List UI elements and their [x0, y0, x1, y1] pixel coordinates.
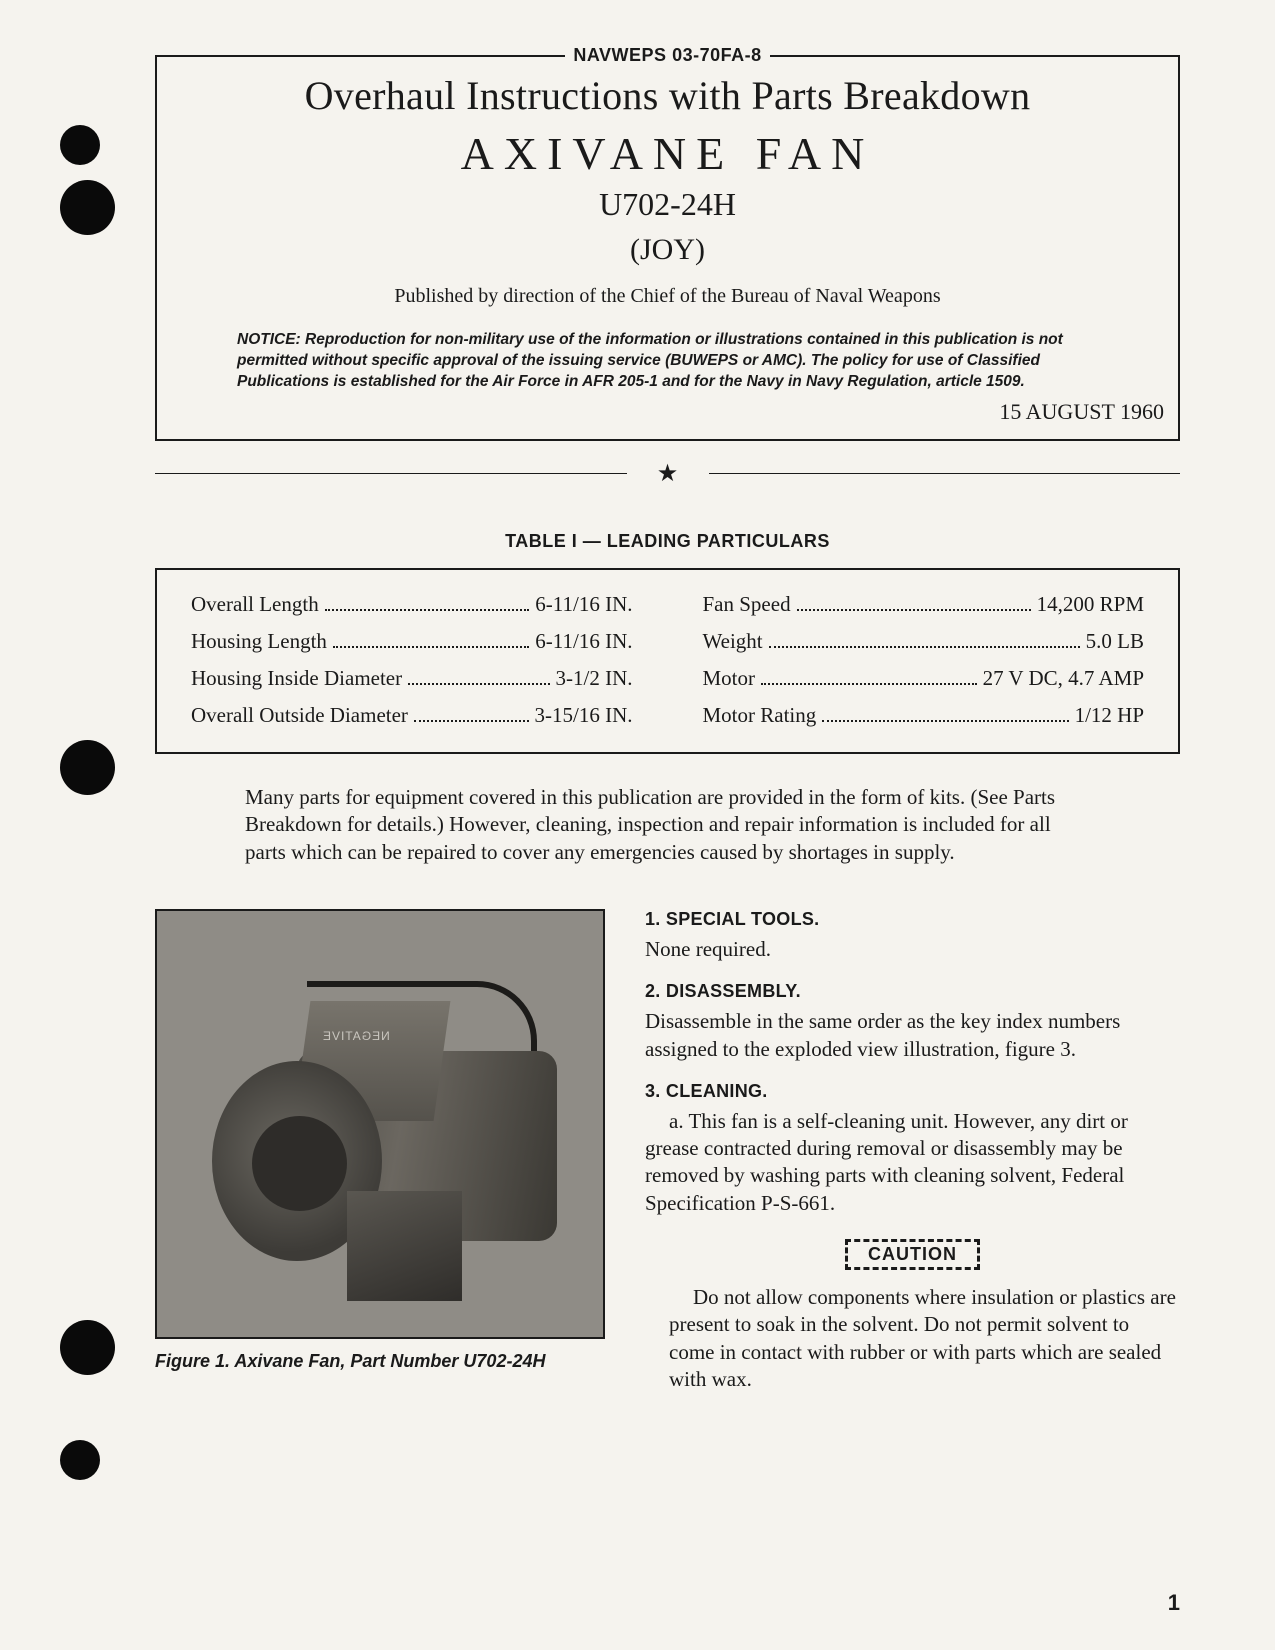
row-value: 14,200 RPM	[1037, 592, 1144, 617]
caution-wrap: CAUTION	[645, 1235, 1180, 1284]
divider-line	[155, 473, 627, 474]
particulars-left-col: Overall Length 6-11/16 IN. Housing Lengt…	[191, 592, 633, 728]
row-value: 6-11/16 IN.	[535, 592, 632, 617]
row-label: Motor Rating	[703, 703, 817, 728]
row-label: Fan Speed	[703, 592, 791, 617]
table-title: TABLE I — LEADING PARTICULARS	[155, 531, 1180, 552]
row-label: Housing Length	[191, 629, 327, 654]
particulars-table: Overall Length 6-11/16 IN. Housing Lengt…	[155, 568, 1180, 754]
particulars-row: Weight 5.0 LB	[703, 629, 1145, 654]
row-value: 3-15/16 IN.	[535, 703, 633, 728]
row-value: 27 V DC, 4.7 AMP	[983, 666, 1144, 691]
notice-text: Reproduction for non-military use of the…	[237, 331, 1063, 390]
section-heading: 1. SPECIAL TOOLS.	[645, 909, 1180, 930]
product-name: AXIVANE FAN	[157, 127, 1178, 180]
lower-section: NEGATIVE Figure 1. Axivane Fan, Part Num…	[155, 909, 1180, 1393]
manufacturer: (JOY)	[157, 233, 1178, 267]
publication-date: 15 AUGUST 1960	[157, 399, 1178, 425]
leader-dots	[761, 683, 977, 685]
figure-block: NEGATIVE Figure 1. Axivane Fan, Part Num…	[155, 909, 605, 1393]
row-label: Weight	[703, 629, 763, 654]
figure-image: NEGATIVE	[155, 909, 605, 1339]
leader-dots	[414, 720, 529, 722]
divider-line	[709, 473, 1181, 474]
main-title: Overhaul Instructions with Parts Breakdo…	[157, 72, 1178, 119]
fan-box-shape	[347, 1191, 462, 1301]
particulars-row: Housing Length 6-11/16 IN.	[191, 629, 633, 654]
row-value: 1/12 HP	[1075, 703, 1144, 728]
row-value: 6-11/16 IN.	[535, 629, 632, 654]
section-heading: 2. DISASSEMBLY.	[645, 981, 1180, 1002]
leader-dots	[333, 646, 529, 648]
particulars-row: Overall Length 6-11/16 IN.	[191, 592, 633, 617]
caution-text: Do not allow components where insulation…	[669, 1284, 1176, 1393]
row-label: Overall Length	[191, 592, 319, 617]
title-box: NAVWEPS 03-70FA-8 Overhaul Instructions …	[155, 55, 1180, 441]
intro-paragraph: Many parts for equipment covered in this…	[245, 784, 1090, 867]
particulars-row: Overall Outside Diameter 3-15/16 IN.	[191, 703, 633, 728]
punch-hole	[60, 1440, 100, 1480]
figure-caption: Figure 1. Axivane Fan, Part Number U702-…	[155, 1351, 605, 1372]
instructions-column: 1. SPECIAL TOOLS. None required. 2. DISA…	[645, 909, 1180, 1393]
particulars-row: Housing Inside Diameter 3-1/2 IN.	[191, 666, 633, 691]
notice-label: NOTICE:	[237, 331, 301, 348]
section-body: Disassemble in the same order as the key…	[645, 1008, 1180, 1063]
section-body: None required.	[645, 936, 1180, 963]
leader-dots	[822, 720, 1068, 722]
document-id: NAVWEPS 03-70FA-8	[565, 45, 769, 66]
particulars-right-col: Fan Speed 14,200 RPM Weight 5.0 LB Motor…	[703, 592, 1145, 728]
row-label: Overall Outside Diameter	[191, 703, 408, 728]
row-value: 3-1/2 IN.	[556, 666, 633, 691]
star-divider: ★	[155, 463, 1180, 485]
leader-dots	[408, 683, 549, 685]
leader-dots	[769, 646, 1080, 648]
row-value: 5.0 LB	[1086, 629, 1144, 654]
page-number: 1	[1168, 1590, 1180, 1616]
caution-label: CAUTION	[845, 1239, 980, 1270]
section-heading: 3. CLEANING.	[645, 1081, 1180, 1102]
leader-dots	[325, 609, 530, 611]
particulars-row: Motor 27 V DC, 4.7 AMP	[703, 666, 1145, 691]
page-content: NAVWEPS 03-70FA-8 Overhaul Instructions …	[0, 0, 1275, 1443]
fan-hub-shape	[252, 1116, 347, 1211]
negative-label: NEGATIVE	[322, 1029, 390, 1043]
notice-block: NOTICE: Reproduction for non-military us…	[237, 330, 1098, 393]
particulars-row: Motor Rating 1/12 HP	[703, 703, 1145, 728]
leader-dots	[797, 609, 1031, 611]
row-label: Motor	[703, 666, 756, 691]
star-icon: ★	[657, 461, 679, 487]
row-label: Housing Inside Diameter	[191, 666, 402, 691]
published-by: Published by direction of the Chief of t…	[157, 285, 1178, 308]
model-number: U702-24H	[157, 186, 1178, 223]
section-body: a. This fan is a self-cleaning unit. How…	[645, 1108, 1180, 1217]
particulars-row: Fan Speed 14,200 RPM	[703, 592, 1145, 617]
